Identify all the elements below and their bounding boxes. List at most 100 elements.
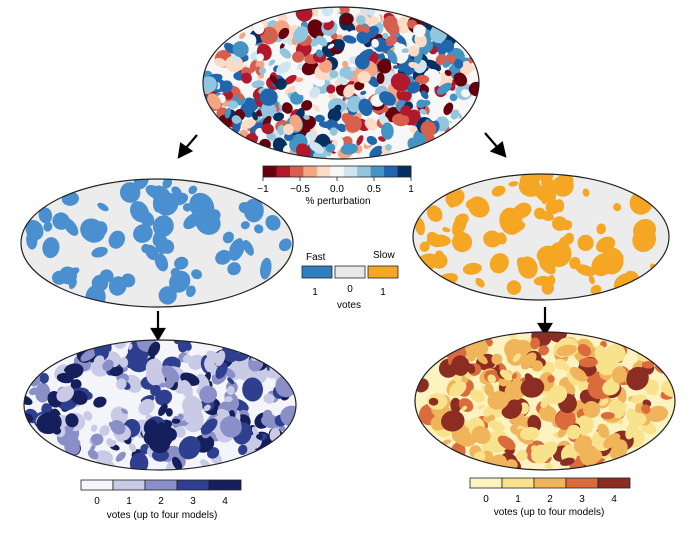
colorbar-cell xyxy=(276,166,291,177)
fast-count-patch xyxy=(56,386,74,403)
legend-label: 3 xyxy=(579,494,585,505)
fast-count-patch xyxy=(140,443,150,455)
slow-count-patch xyxy=(491,353,503,365)
fast-patch xyxy=(254,224,264,234)
legend-swatch xyxy=(208,479,242,491)
legend-swatch xyxy=(597,477,631,489)
perturbation-patch xyxy=(275,78,287,90)
fast-count-patch xyxy=(39,373,49,384)
arrow-to-fast xyxy=(177,134,198,159)
slow-count-patch xyxy=(597,423,610,439)
flow-arrows xyxy=(150,132,553,342)
colorbar-tick-label: 0.5 xyxy=(367,184,381,195)
slow-count-patch xyxy=(641,361,655,369)
perturbation-patch xyxy=(277,124,286,136)
slow-patch xyxy=(582,188,590,197)
perturbation-patch xyxy=(384,35,398,47)
slow-patch xyxy=(575,264,596,277)
perturbation-patch xyxy=(409,125,417,134)
perturbation-patch xyxy=(309,86,321,99)
fast-count-patch xyxy=(256,434,263,440)
slow-count-patch xyxy=(483,406,494,417)
slow-count-patch xyxy=(516,449,528,462)
perturbation-patch xyxy=(256,110,263,117)
slow-count-patch xyxy=(470,389,485,403)
perturbation-patch xyxy=(261,101,277,119)
legend-swatch xyxy=(144,479,178,491)
slow-count-patch xyxy=(556,344,577,357)
perturbation-patch xyxy=(392,113,410,127)
perturbation-patch xyxy=(342,60,349,68)
slow-patch xyxy=(534,207,546,220)
fast-patch xyxy=(154,253,169,272)
fast-patch xyxy=(42,237,60,259)
perturbation-patch xyxy=(318,59,333,73)
fast-patch xyxy=(186,285,196,298)
fast-count-patch xyxy=(83,411,93,421)
fast-count-patch xyxy=(180,379,193,399)
slow-count-patch xyxy=(547,375,555,383)
slow-count-patch xyxy=(555,409,576,430)
slow-patch xyxy=(475,277,485,288)
slow-count-patch xyxy=(504,379,526,401)
slow-count-patch xyxy=(520,377,545,398)
perturbation-patch xyxy=(239,118,256,130)
fast-count-patch xyxy=(158,403,168,416)
slow-patch xyxy=(590,284,602,295)
fast-patch xyxy=(183,213,201,230)
perturbation-patch xyxy=(358,98,373,117)
perturbation-patch xyxy=(326,84,336,94)
vote-key-caption: votes xyxy=(337,300,361,311)
colorbar-cell xyxy=(263,166,277,177)
arrow-to-slow xyxy=(484,132,507,158)
vote-key-zero-swatch xyxy=(334,265,366,279)
perturbation-patch xyxy=(354,54,370,70)
slow-count-patch xyxy=(595,355,616,376)
tomography-model-map xyxy=(202,6,480,160)
colorbar-cell xyxy=(289,166,304,177)
perturbation-patch xyxy=(341,113,353,125)
perturbation-patch xyxy=(347,96,363,113)
slow-patch xyxy=(516,257,531,274)
slow-count-patch xyxy=(544,462,553,470)
perturbation-patch xyxy=(401,48,410,54)
slow-count-patch xyxy=(530,337,541,350)
vote-key-fast-value: 1 xyxy=(312,287,318,298)
fast-count-patch xyxy=(70,379,82,390)
perturbation-patch xyxy=(416,99,427,109)
fast-votes-map xyxy=(20,178,294,308)
slow-patch xyxy=(519,174,541,190)
slow-count-patch xyxy=(561,362,571,372)
fast-patch xyxy=(80,218,106,243)
perturbation-patch xyxy=(371,38,379,48)
colorbar-cell xyxy=(316,166,331,177)
perturbation-field xyxy=(203,7,479,159)
perturbation-patch xyxy=(420,90,429,100)
slow-count-patch xyxy=(569,366,588,382)
perturbation-patch xyxy=(356,15,366,25)
perturbation-patch xyxy=(329,127,338,136)
fast-patch xyxy=(222,231,234,244)
perturbation-patch xyxy=(282,102,293,114)
fast-count-patch xyxy=(150,384,161,397)
fast-count-patch xyxy=(214,350,226,367)
slow-count-patch xyxy=(497,435,516,451)
perturbation-patch xyxy=(214,57,227,68)
colorbar-tick-label: −1 xyxy=(257,184,269,195)
legend-swatch xyxy=(176,479,210,491)
slow-patch xyxy=(426,234,451,247)
perturbation-patch xyxy=(329,70,339,79)
vote-key: Fast Slow 1 0 1 votes xyxy=(301,250,399,311)
perturbation-patch xyxy=(460,89,471,98)
perturbation-patch xyxy=(340,143,358,155)
fast-patch xyxy=(43,221,53,232)
perturbation-patch xyxy=(293,26,309,43)
legend-label: 1 xyxy=(126,496,132,507)
fast-patch xyxy=(174,256,189,270)
perturbation-patch xyxy=(387,49,398,65)
fast-patch xyxy=(188,185,198,195)
slow-patch xyxy=(491,185,506,197)
perturbation-patch xyxy=(376,72,385,84)
perturbation-patch xyxy=(347,81,355,86)
